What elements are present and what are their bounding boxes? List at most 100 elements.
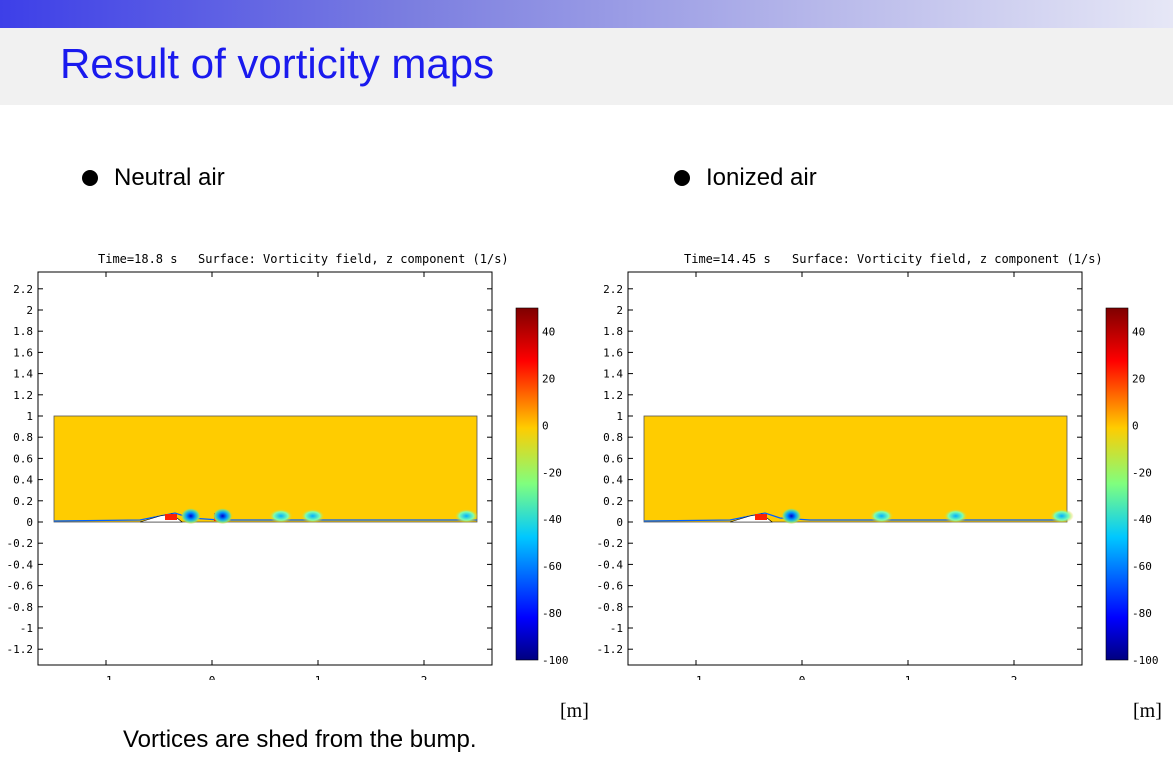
colorbar-tick-label: 0	[1132, 419, 1139, 432]
vortex-blob	[180, 508, 201, 524]
vortex-blob	[869, 509, 894, 523]
y-tick-label: -0.2	[7, 537, 34, 550]
x-tick-label: 2	[1011, 674, 1018, 680]
slide-caption: Vortices are shed from the bump.	[123, 726, 477, 753]
vortex-blob	[212, 508, 233, 524]
y-tick-label: -0.2	[597, 537, 624, 550]
bullet-dot-icon	[82, 170, 98, 186]
y-tick-label: -0.6	[7, 580, 34, 593]
y-tick-label: 0.2	[13, 495, 33, 508]
bullet-label: Neutral air	[114, 164, 225, 191]
y-tick-label: 2	[616, 304, 623, 317]
surface-label: Surface: Vorticity field, z component (1…	[198, 252, 509, 266]
y-tick-label: 2.2	[13, 283, 33, 296]
bullet-dot-icon	[674, 170, 690, 186]
x-tick-label: 1	[905, 674, 912, 680]
vortex-blob	[268, 509, 293, 523]
colorbar-tick-label: -40	[1132, 513, 1152, 526]
y-tick-label: -1.2	[7, 643, 34, 656]
y-tick-label: 1	[616, 410, 623, 423]
y-tick-label: 1.8	[13, 325, 33, 338]
y-tick-label: 0	[26, 516, 33, 529]
title-band	[0, 28, 1173, 105]
y-tick-label: 1.6	[13, 346, 33, 359]
shear-red	[755, 514, 767, 520]
time-label: Time=18.8 s	[98, 252, 177, 266]
y-tick-label: 0	[616, 516, 623, 529]
colorbar-tick-label: -80	[1132, 607, 1152, 620]
y-axis: 2.2 2 1.8 1.6 1.4 1.2 1 0.8 0.6 0.4 0.2 0 -0.2 -0.4 -0…	[7, 283, 492, 656]
colorbar-tick-label: -60	[1132, 560, 1152, 573]
colorbar-tick-label: -80	[542, 607, 562, 620]
vorticity-plot-ionized: Time=14.45 s Surface: Vorticity field, z…	[597, 252, 1159, 680]
colorbar-tick-label: 20	[1132, 372, 1145, 385]
slide-title: Result of vorticity maps	[60, 40, 495, 87]
x-tick-label: 1	[315, 674, 322, 680]
vortex-blob	[943, 509, 968, 523]
y-tick-label: -0.4	[597, 558, 624, 571]
top-gradient-bar	[0, 0, 1173, 28]
bullet-ionized: Ionized air	[674, 164, 817, 192]
colorbar-tick-label: -40	[542, 513, 562, 526]
vortex-group	[781, 508, 1074, 524]
unit-label: [m]	[1133, 700, 1162, 722]
wall-boundary-layer	[643, 512, 1067, 522]
colorbar-tick-label: 0	[542, 419, 549, 432]
vortex-blob	[454, 509, 479, 523]
y-axis: 2.2 2 1.8 1.6 1.4 1.2 1 0.8 0.6 0.4 0.2 0 -0.2 -0.4 -0…	[597, 283, 1082, 656]
y-tick-label: 0.4	[13, 474, 33, 487]
y-tick-label: 1.8	[603, 325, 623, 338]
y-tick-label: -0.4	[7, 558, 34, 571]
vortex-blob	[1049, 509, 1074, 523]
surface-label: Surface: Vorticity field, z component (1…	[792, 252, 1103, 266]
colorbar-tick-label: -100	[542, 654, 569, 667]
y-tick-label: -0.8	[7, 601, 34, 614]
y-tick-label: 1	[26, 410, 33, 423]
y-tick-label: 1.2	[13, 389, 33, 402]
x-axis: -1 0 1 2	[99, 272, 427, 680]
y-tick-label: 2.2	[603, 283, 623, 296]
x-tick-label: -1	[99, 674, 112, 680]
x-tick-label: 0	[799, 674, 806, 680]
vorticity-plot-neutral: Time=18.8 s Surface: Vorticity field, z …	[7, 252, 569, 680]
colorbar-ticks: 40 20 0 -20 -40 -60 -80 -100	[1132, 325, 1159, 667]
y-tick-label: 0.6	[603, 452, 623, 465]
y-tick-label: -1	[610, 622, 623, 635]
vortex-group	[180, 508, 479, 524]
colorbar-tick-label: -20	[1132, 466, 1152, 479]
colorbar	[1105, 307, 1129, 661]
colorbar-tick-label: 40	[1132, 325, 1145, 338]
y-tick-label: 1.4	[603, 368, 623, 381]
unit-label: [m]	[560, 700, 589, 722]
shear-red	[165, 514, 177, 520]
colorbar-tick-label: -20	[542, 466, 562, 479]
y-tick-label: 1.4	[13, 368, 33, 381]
flow-domain	[643, 415, 1068, 523]
y-tick-label: 0.4	[603, 474, 623, 487]
colorbar-tick-label: 20	[542, 372, 555, 385]
y-tick-label: 1.6	[603, 346, 623, 359]
x-tick-label: -1	[689, 674, 702, 680]
y-tick-label: -0.8	[597, 601, 624, 614]
y-tick-label: 2	[26, 304, 33, 317]
vortex-blob	[781, 508, 802, 524]
y-tick-label: -1.2	[597, 643, 624, 656]
y-tick-label: 1.2	[603, 389, 623, 402]
colorbar-tick-label: -60	[542, 560, 562, 573]
colorbar	[515, 307, 539, 661]
x-axis: -1 0 1 2	[689, 272, 1017, 680]
colorbar-tick-label: -100	[1132, 654, 1159, 667]
flow-domain	[53, 415, 478, 523]
vortex-blob	[300, 509, 325, 523]
x-tick-label: 0	[209, 674, 216, 680]
bullet-label: Ionized air	[706, 164, 817, 191]
bullet-neutral: Neutral air	[82, 164, 225, 192]
y-tick-label: 0.6	[13, 452, 33, 465]
y-tick-label: 0.8	[603, 431, 623, 444]
colorbar-ticks: 40 20 0 -20 -40 -60 -80 -100	[542, 325, 569, 667]
y-tick-label: -1	[20, 622, 33, 635]
y-tick-label: -0.6	[597, 580, 624, 593]
x-tick-label: 2	[421, 674, 428, 680]
y-tick-label: 0.2	[603, 495, 623, 508]
y-tick-label: 0.8	[13, 431, 33, 444]
